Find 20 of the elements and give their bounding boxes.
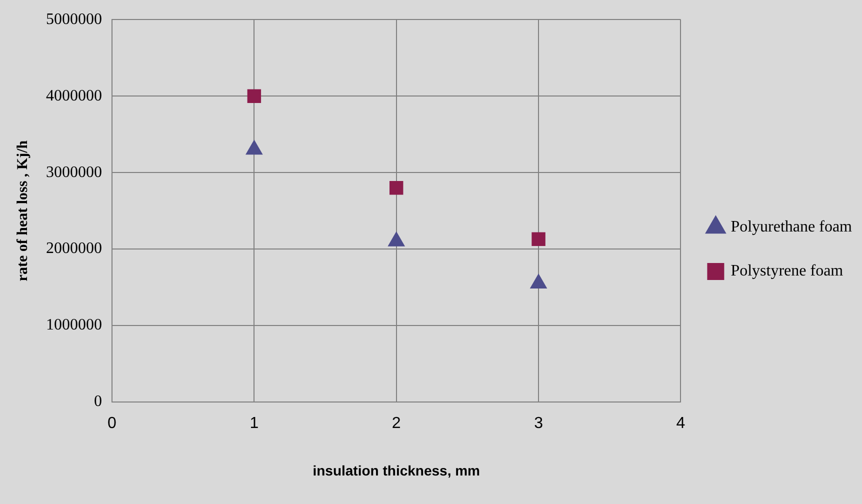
legend-label: Polystyrene foam <box>730 262 844 280</box>
x-axis-title: insulation thickness, mm <box>312 462 480 478</box>
x-tick-label: 4 <box>676 415 686 432</box>
x-tick-label: 2 <box>392 415 401 432</box>
y-tick-label: 3000000 <box>46 164 102 181</box>
point <box>389 180 404 195</box>
point <box>388 232 405 246</box>
y-tick-label: 4000000 <box>46 87 102 104</box>
y-axis-title: rate of heat loss , Kj/h <box>14 140 31 282</box>
x-tick-label: 1 <box>250 415 259 432</box>
point <box>246 140 262 155</box>
legend-label: Polyurethane foam <box>730 218 853 236</box>
x-tick-label: 0 <box>108 415 117 432</box>
y-tick-label: 0 <box>94 393 102 410</box>
y-tick-label: 2000000 <box>46 240 102 258</box>
point <box>247 89 262 103</box>
point <box>530 274 547 288</box>
x-tick-label: 3 <box>534 415 544 432</box>
y-tick-label: 1000000 <box>46 316 102 334</box>
y-tick-label: 5000000 <box>46 10 102 28</box>
